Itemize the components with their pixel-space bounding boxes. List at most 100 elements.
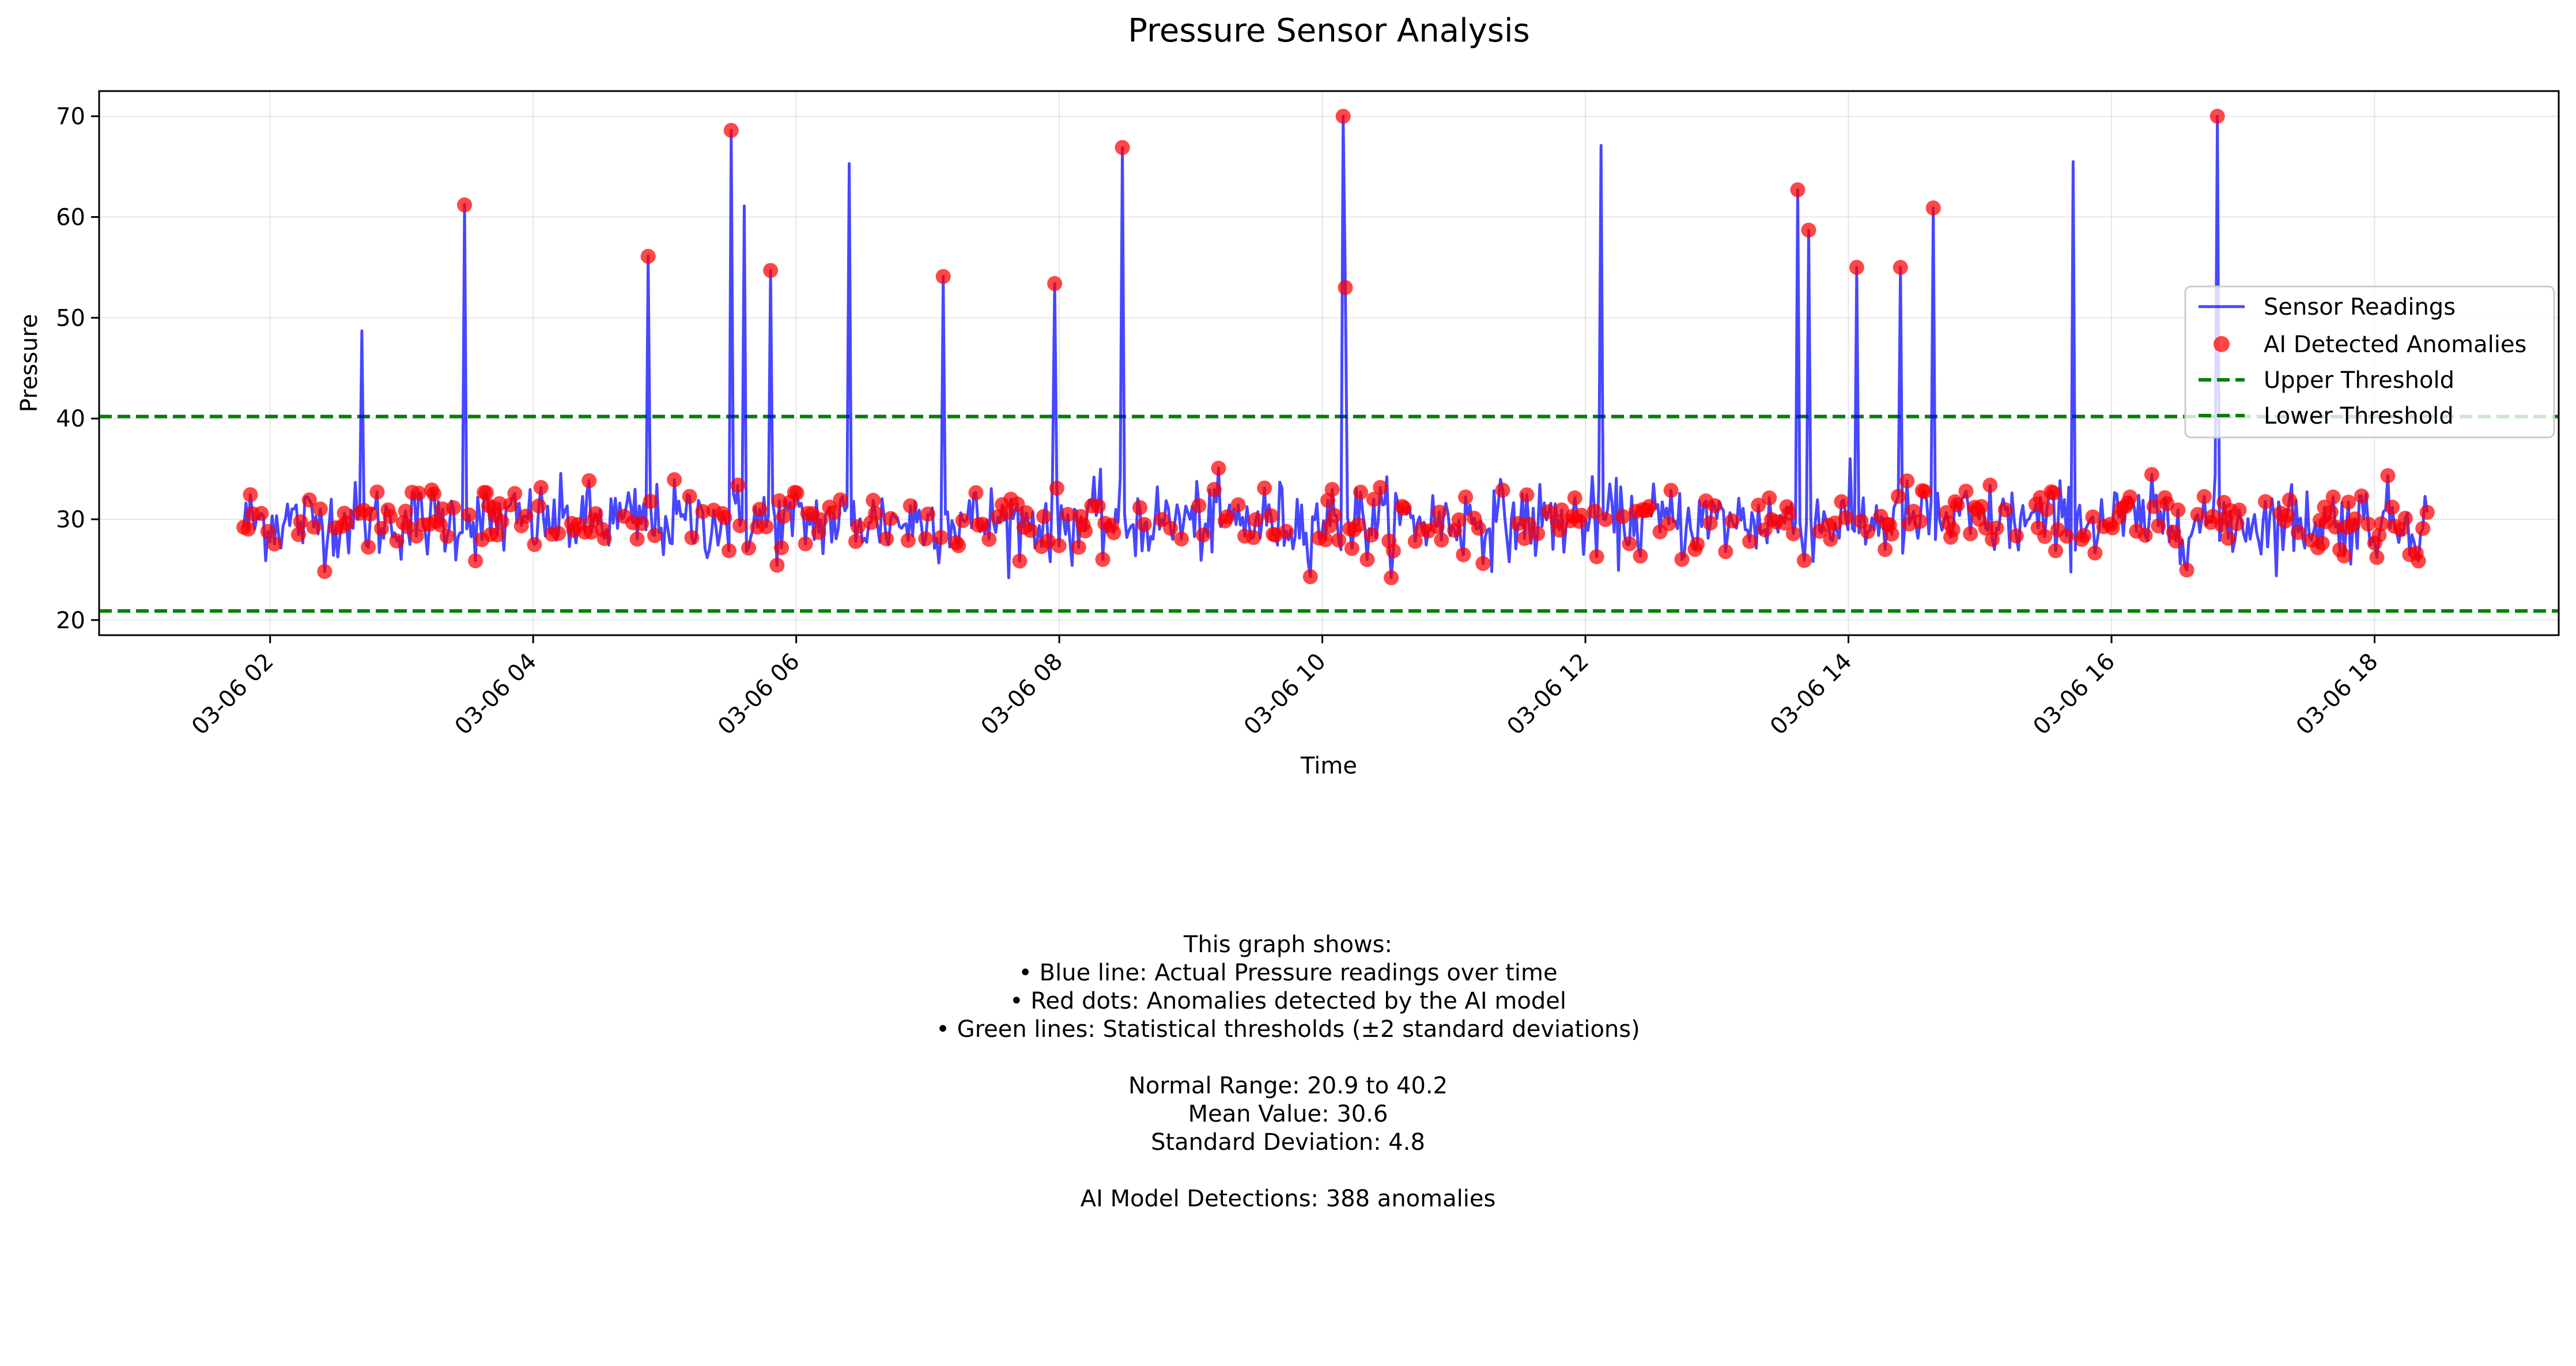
anomaly-point xyxy=(1018,505,1034,520)
anomaly-point xyxy=(518,508,534,524)
anomaly-point xyxy=(1451,512,1467,527)
anomaly-point xyxy=(1351,517,1366,533)
anomaly-point xyxy=(1458,489,1474,505)
anomaly-point xyxy=(468,553,484,568)
plot-frame xyxy=(98,90,2560,636)
legend-anomaly-label: AI Detected Anomalies xyxy=(2264,331,2526,358)
anomaly-point xyxy=(339,515,354,531)
anomaly-point xyxy=(1115,139,1130,155)
y-axis-ticks: 20 30 40 50 60 70 xyxy=(56,104,99,634)
anomaly-point xyxy=(723,123,739,138)
anomaly-point xyxy=(730,477,746,493)
anomaly-point xyxy=(1762,490,1777,505)
anomaly-point xyxy=(588,506,603,522)
anomaly-point xyxy=(1106,525,1121,541)
anomaly-point xyxy=(1641,499,1657,514)
anomaly-point xyxy=(981,531,997,547)
anomaly-point xyxy=(883,511,898,526)
anomaly-point xyxy=(1364,527,1379,543)
anomaly-point xyxy=(2385,500,2400,515)
anomaly-point xyxy=(1456,547,1471,563)
anomaly-point xyxy=(1989,520,2004,536)
anomaly-point xyxy=(1751,497,1766,513)
anomaly-point xyxy=(2347,511,2363,527)
anomaly-point xyxy=(1359,552,1375,567)
anomaly-point xyxy=(2170,502,2186,518)
anomaly-point xyxy=(533,480,549,495)
annotation-line: • Blue line: Actual Pressure readings ov… xyxy=(1018,960,1558,986)
anomaly-point xyxy=(426,486,441,501)
anomaly-point xyxy=(1324,482,1340,497)
anomaly-point xyxy=(1471,520,1486,536)
anomaly-point xyxy=(1246,530,1261,545)
anomaly-point xyxy=(1661,516,1676,531)
anomaly-point xyxy=(492,496,507,511)
anomaly-point xyxy=(306,519,322,535)
anomaly-point xyxy=(1899,473,1915,489)
annotation-line: Standard Deviation: 4.8 xyxy=(1151,1129,1425,1156)
anomaly-point xyxy=(2209,108,2225,124)
anomaly-point xyxy=(1519,487,1535,503)
anomaly-point xyxy=(243,487,258,503)
anomaly-point xyxy=(1891,489,1906,504)
anomaly-point xyxy=(1429,519,1445,534)
anomaly-point xyxy=(446,500,462,515)
anomaly-point xyxy=(2360,516,2376,532)
anomaly-point xyxy=(1615,509,1631,524)
anomaly-point xyxy=(435,501,451,516)
anomaly-point xyxy=(293,514,308,530)
anomaly-point xyxy=(2280,508,2295,523)
anomaly-point xyxy=(2415,520,2431,536)
anomaly-point xyxy=(1191,498,1207,514)
annotation-line xyxy=(0,1044,2576,1072)
anomaly-point xyxy=(1078,523,1093,539)
anomaly-point xyxy=(1407,534,1423,549)
annotation-line: AI Model Detections: 388 anomalies xyxy=(1080,1186,1496,1212)
anomaly-point xyxy=(1230,497,1246,512)
anomaly-point xyxy=(581,473,597,488)
anomaly-point xyxy=(1978,520,1993,536)
anomaly-point xyxy=(1796,553,1812,568)
legend-box xyxy=(2184,285,2555,439)
anomaly-point xyxy=(363,506,378,522)
anomaly-point xyxy=(1521,516,1536,532)
anomaly-point xyxy=(2008,528,2024,544)
anomaly-point xyxy=(2419,504,2435,520)
anomaly-point xyxy=(254,505,269,521)
anomaly-point xyxy=(1510,516,1526,531)
anomaly-point xyxy=(1248,512,1263,527)
anomaly-point xyxy=(409,529,424,544)
anomaly-point xyxy=(1366,492,1381,507)
anomaly-point xyxy=(933,530,949,545)
anomaly-point xyxy=(1997,502,2013,518)
anomaly-point xyxy=(2168,533,2184,549)
anomaly-point xyxy=(1023,523,1038,538)
anomaly-point xyxy=(240,522,256,537)
anomaly-point xyxy=(1801,222,1816,238)
anomaly-point xyxy=(1163,520,1179,536)
annotation-line: Normal Range: 20.9 to 40.2 xyxy=(1128,1073,1448,1099)
anomaly-point xyxy=(531,498,546,514)
anomaly-point xyxy=(920,507,936,522)
anomaly-point xyxy=(1790,182,1806,198)
anomaly-point xyxy=(1396,500,1412,516)
anomaly-point xyxy=(2336,548,2352,564)
anomaly-point xyxy=(1785,526,1801,542)
anomaly-point xyxy=(1552,522,1567,538)
anomaly-point xyxy=(752,501,768,517)
anomaly-point xyxy=(2151,518,2166,534)
anomaly-point xyxy=(1823,531,1838,547)
anomaly-point xyxy=(1095,552,1111,567)
anomaly-point xyxy=(1373,480,1388,495)
anomaly-point xyxy=(2105,520,2120,535)
anomaly-point xyxy=(1060,507,1075,522)
anomaly-point xyxy=(1982,477,1998,493)
anomaly-point xyxy=(684,530,700,545)
anomaly-point xyxy=(290,527,306,542)
legend-sensor-label: Sensor Readings xyxy=(2264,294,2456,320)
anomaly-point xyxy=(260,524,275,539)
anomaly-point xyxy=(2076,528,2092,544)
anomaly-point xyxy=(2291,524,2306,540)
anomaly-point xyxy=(1051,538,1067,553)
